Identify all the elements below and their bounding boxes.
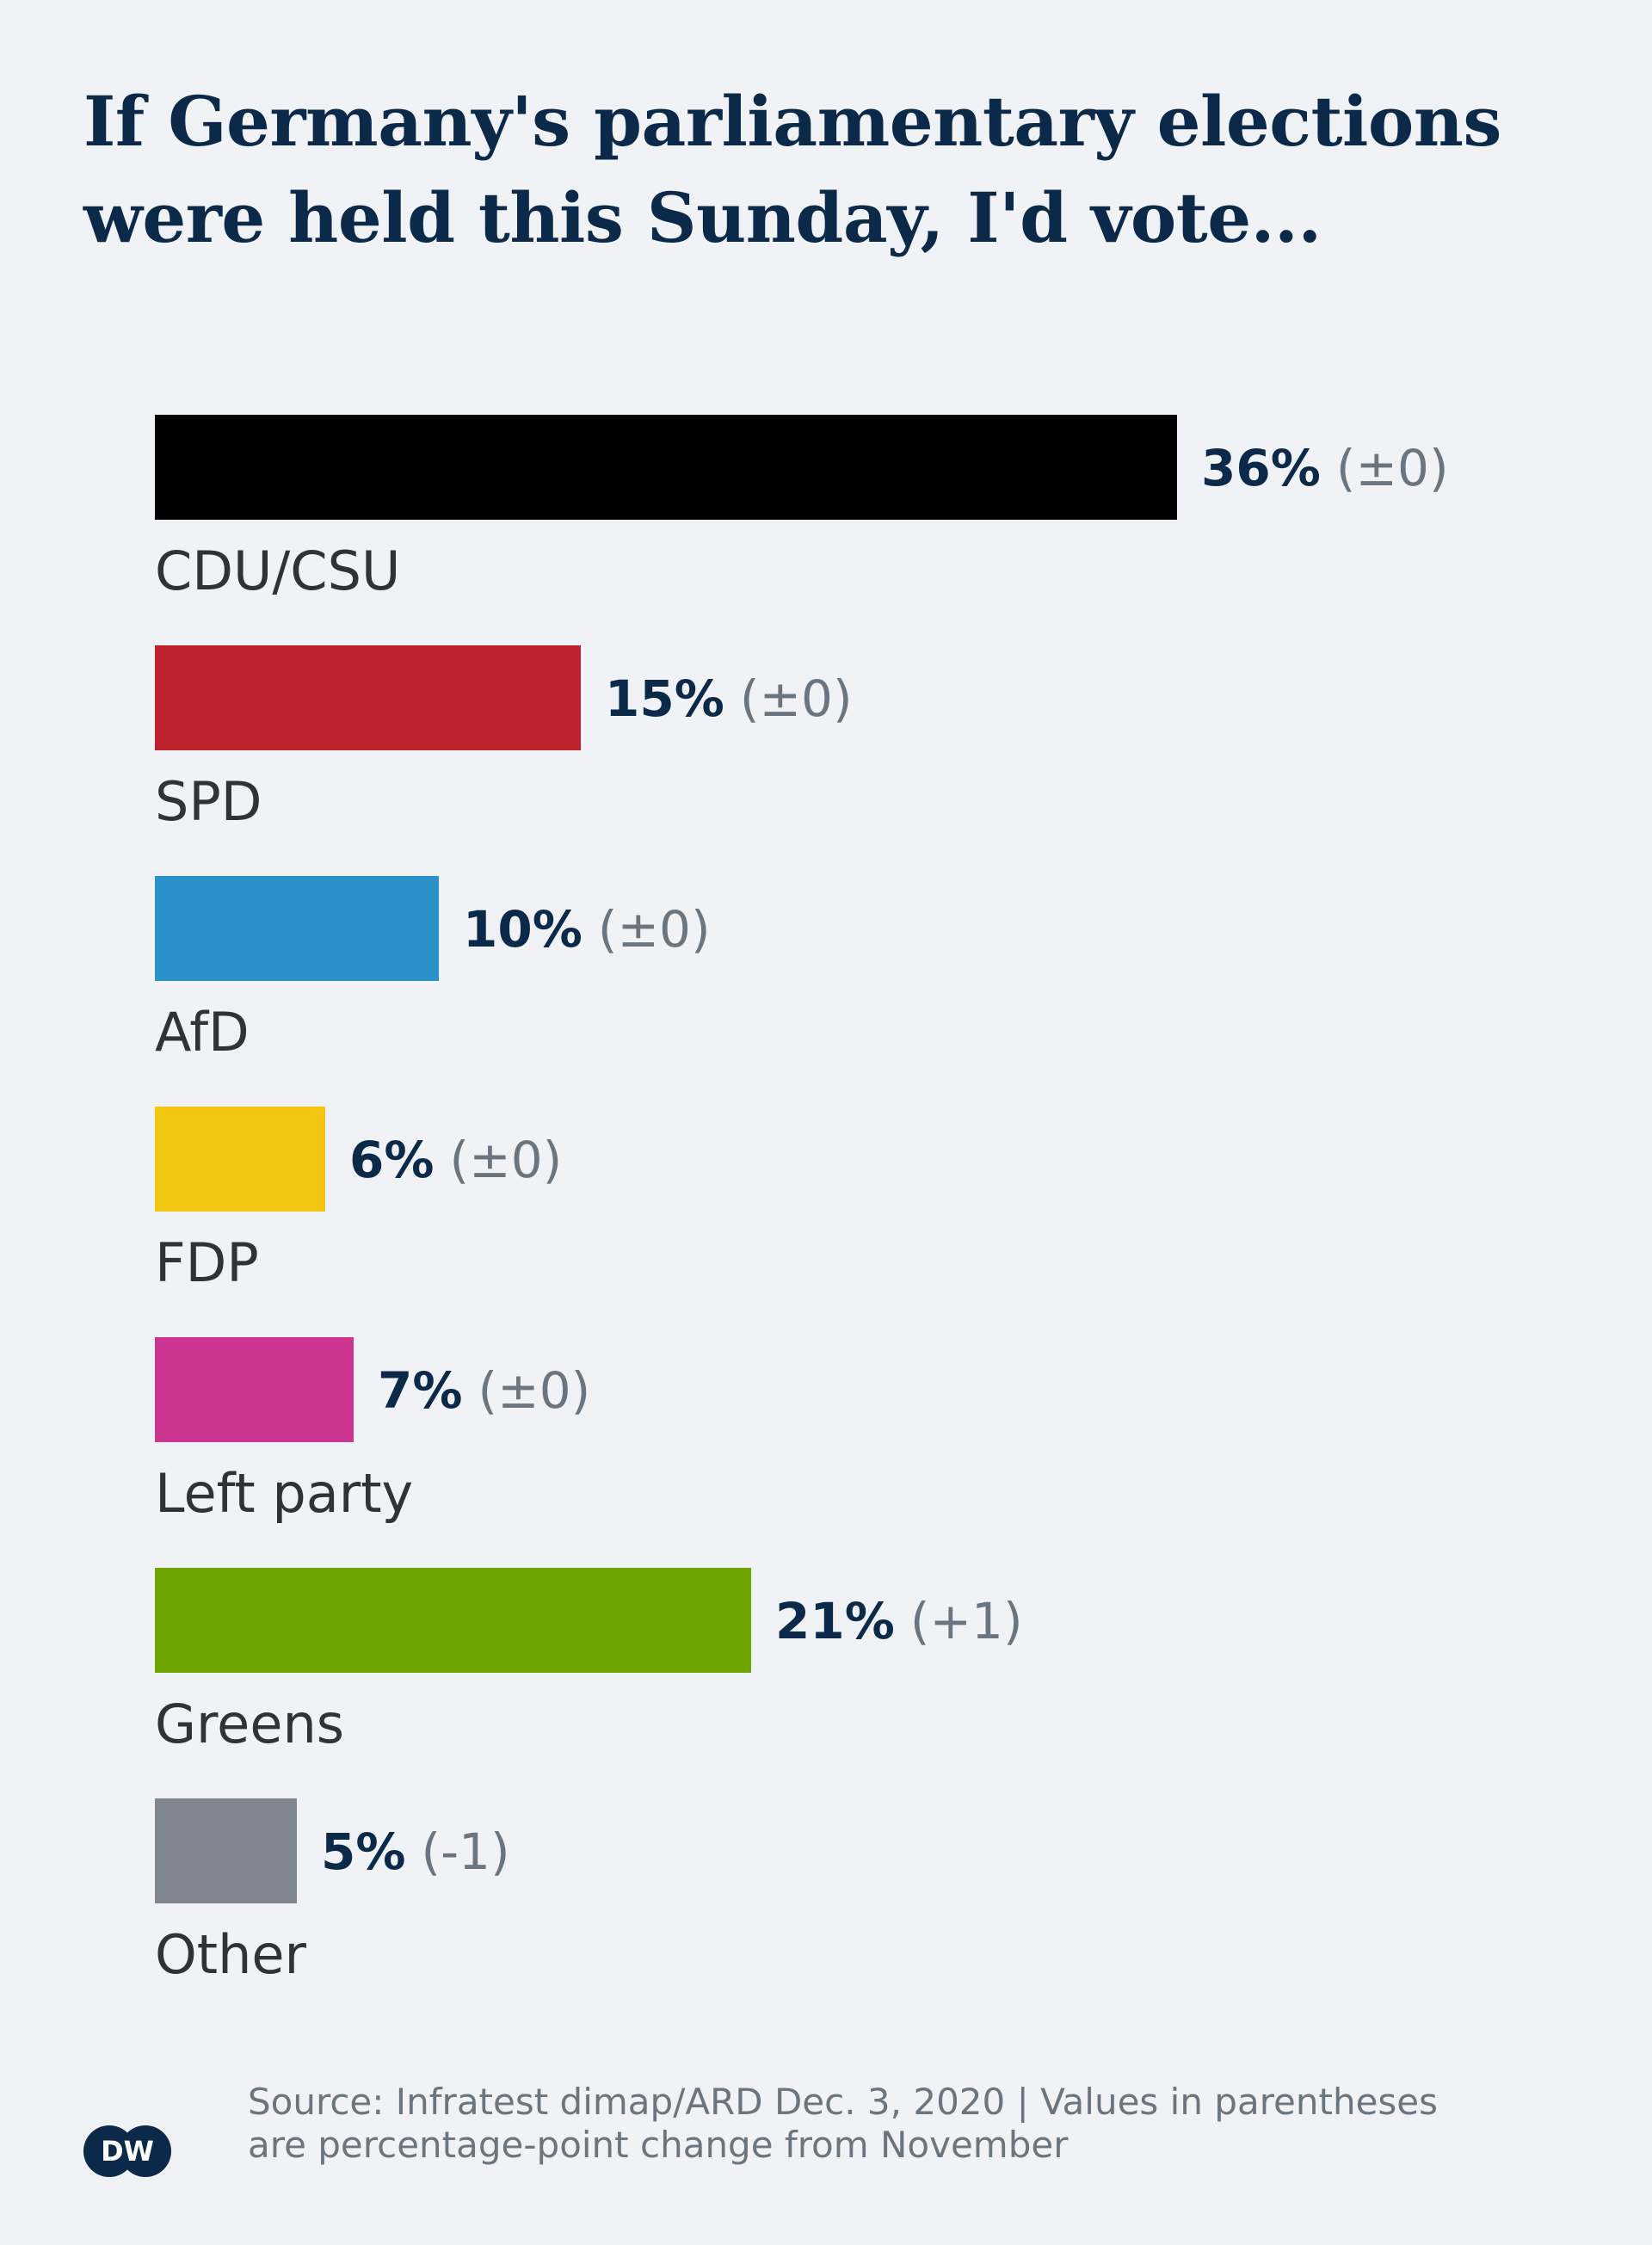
change-text: (±0): [740, 669, 853, 728]
bar-value-label: 21% (+1): [775, 1592, 1023, 1650]
bar-group: 5% (-1) Other: [155, 1798, 510, 1986]
value-text: 6%: [349, 1131, 434, 1189]
change-text: (-1): [421, 1823, 509, 1881]
category-label: Greens: [155, 1693, 344, 1755]
value-text: 36%: [1201, 439, 1321, 497]
category-label: CDU/CSU: [155, 540, 400, 602]
bar-group: 15% (±0) SPD: [155, 645, 853, 833]
bar: [155, 1568, 751, 1673]
bar-group: 21% (+1) Greens: [155, 1568, 1023, 1755]
bar: [155, 876, 439, 981]
bar-group: 10% (±0) AfD: [155, 876, 711, 1064]
dw-logo: DW: [83, 2125, 171, 2177]
dw-logo-circle-left: [83, 2125, 135, 2177]
bar: [155, 645, 581, 750]
title-line-2: were held this Sunday, I'd vote...: [83, 177, 1322, 258]
bar-group: 6% (±0) FDP: [155, 1107, 562, 1294]
bar-group: 7% (±0) Left party: [155, 1337, 590, 1525]
dw-logo-circle-right: [120, 2125, 171, 2177]
bar-chart: 36% (±0) CDU/CSU 15% (±0) SPD 10% (±0) AfD 6% (±0)…: [155, 415, 1449, 1986]
value-text: 21%: [775, 1592, 895, 1650]
category-label: Other: [155, 1923, 307, 1986]
category-label: FDP: [155, 1231, 259, 1294]
category-label: Left party: [155, 1462, 413, 1525]
value-text: 10%: [463, 900, 583, 959]
category-label: SPD: [155, 770, 262, 833]
bar: [155, 415, 1177, 520]
bar-value-label: 36% (±0): [1201, 439, 1449, 497]
change-text: (±0): [1336, 439, 1449, 497]
value-text: 15%: [605, 669, 724, 728]
source-line-1: Source: Infratest dimap/ARD Dec. 3, 2020…: [248, 2081, 1439, 2123]
bar: [155, 1337, 354, 1442]
bar: [155, 1798, 297, 1903]
change-text: (±0): [598, 900, 711, 959]
change-text: (±0): [449, 1131, 562, 1189]
dw-logo-text: DW: [101, 2135, 154, 2168]
change-text: (±0): [478, 1361, 590, 1420]
bar: [155, 1107, 325, 1212]
value-text: 5%: [321, 1823, 405, 1881]
chart-title: If Germany's parliamentary elections wer…: [83, 73, 1546, 266]
bar-value-label: 6% (±0): [349, 1131, 562, 1189]
source-note: Source: Infratest dimap/ARD Dec. 3, 2020…: [248, 2081, 1590, 2167]
title-line-1: If Germany's parliamentary elections: [83, 81, 1501, 162]
bar-value-label: 10% (±0): [463, 900, 711, 959]
category-label: AfD: [155, 1001, 250, 1064]
value-text: 7%: [378, 1361, 462, 1420]
bar-value-label: 7% (±0): [378, 1361, 590, 1420]
bar-value-label: 5% (-1): [321, 1823, 510, 1881]
bar-value-label: 15% (±0): [605, 669, 853, 728]
source-line-2: are percentage-point change from Novembe…: [248, 2124, 1069, 2166]
bar-group: 36% (±0) CDU/CSU: [155, 415, 1449, 602]
change-text: (+1): [910, 1592, 1023, 1650]
